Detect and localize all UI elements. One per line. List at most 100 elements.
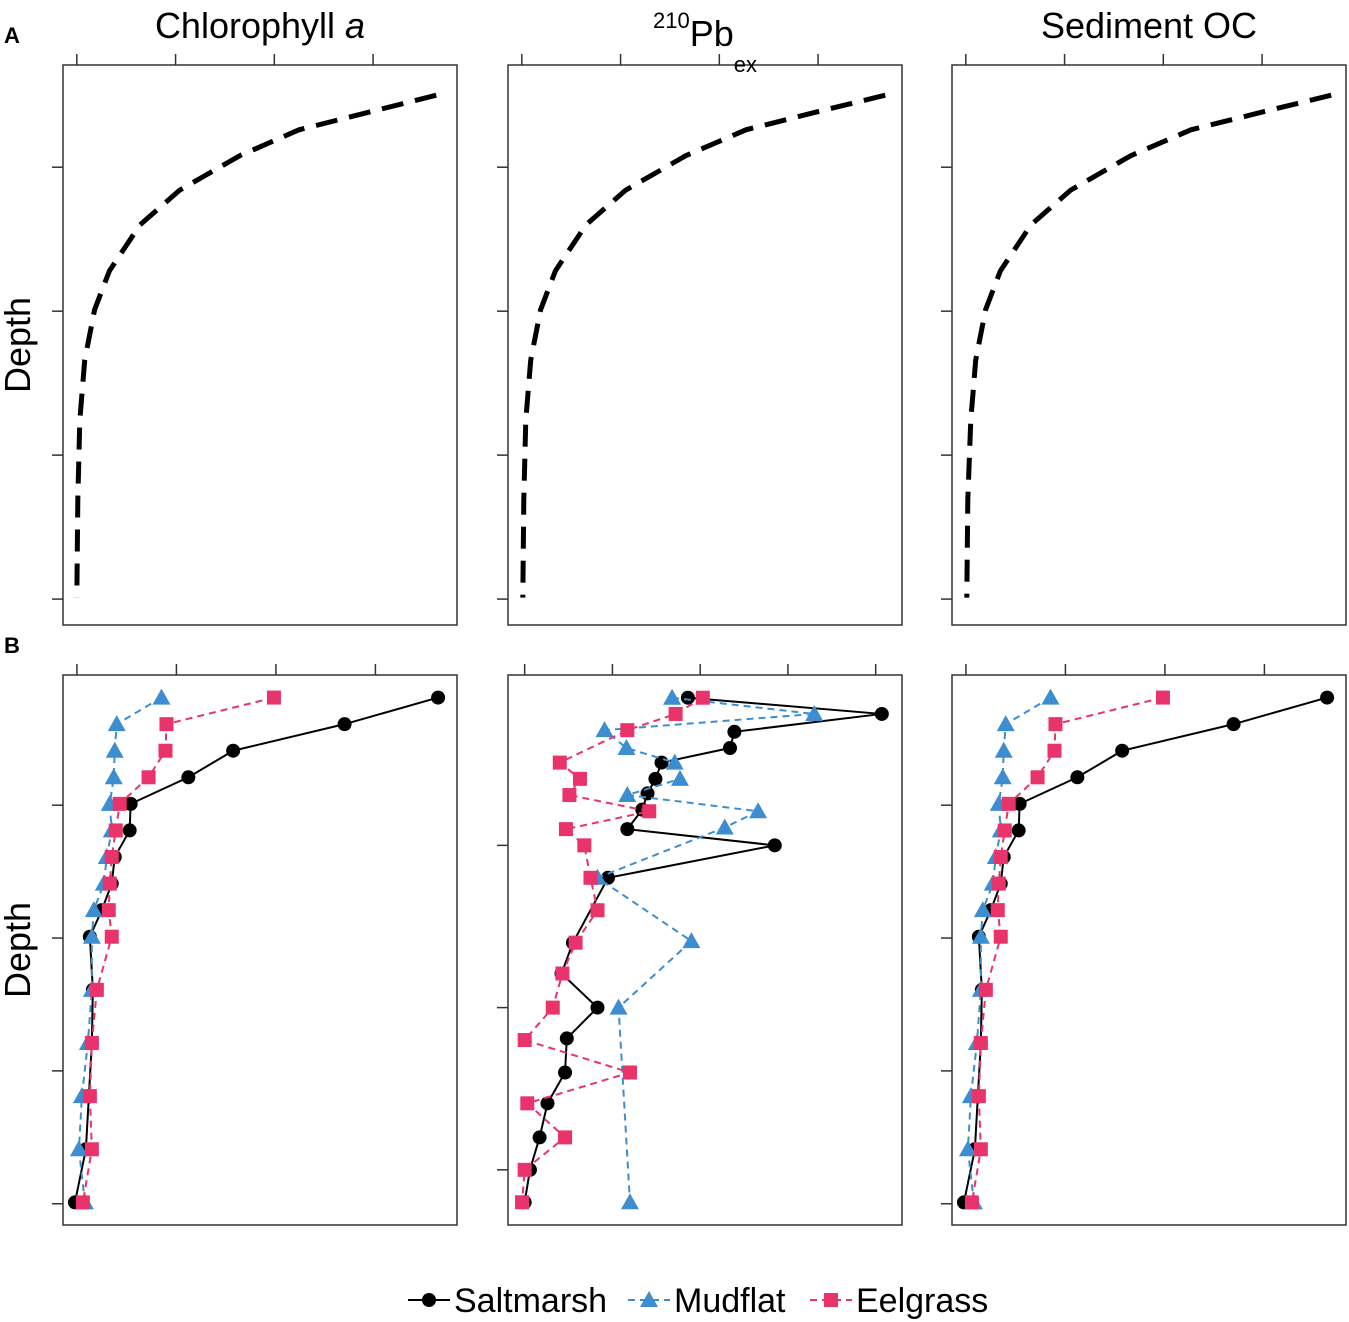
marker bbox=[82, 927, 101, 944]
marker bbox=[993, 768, 1012, 785]
marker bbox=[590, 1000, 605, 1015]
marker bbox=[642, 804, 657, 819]
marker bbox=[568, 935, 583, 950]
marker bbox=[1320, 690, 1335, 705]
marker bbox=[973, 1035, 988, 1050]
marker bbox=[617, 739, 636, 756]
marker bbox=[1115, 743, 1130, 758]
marker bbox=[1226, 717, 1241, 732]
marker bbox=[517, 1033, 532, 1048]
marker bbox=[108, 823, 123, 838]
marker bbox=[520, 1096, 535, 1111]
y-axis-label: Depth bbox=[0, 297, 38, 393]
marker bbox=[1011, 823, 1026, 838]
marker bbox=[971, 1089, 986, 1104]
marker bbox=[159, 717, 174, 732]
marker bbox=[990, 903, 1005, 918]
marker bbox=[552, 755, 567, 770]
legend-marker bbox=[824, 1293, 838, 1307]
legend-marker bbox=[640, 1291, 658, 1307]
marker bbox=[152, 688, 171, 705]
series-line bbox=[595, 696, 815, 1203]
series-line bbox=[964, 92, 1332, 598]
marker bbox=[158, 743, 173, 758]
marker bbox=[620, 1193, 639, 1210]
marker bbox=[75, 1195, 90, 1210]
marker bbox=[997, 823, 1012, 838]
marker bbox=[618, 786, 637, 803]
marker bbox=[723, 741, 738, 756]
marker bbox=[973, 901, 992, 918]
plot-frame bbox=[62, 674, 458, 1226]
legend-label: Saltmarsh bbox=[454, 1282, 607, 1320]
marker bbox=[572, 771, 587, 786]
marker bbox=[1155, 690, 1170, 705]
series-line bbox=[77, 696, 163, 1203]
marker bbox=[767, 838, 782, 853]
marker bbox=[69, 1140, 88, 1157]
series-line bbox=[74, 92, 437, 598]
series-line bbox=[520, 92, 886, 598]
marker bbox=[583, 870, 598, 885]
panel-title: Sediment OC bbox=[1041, 5, 1257, 46]
marker bbox=[993, 850, 1008, 865]
marker bbox=[431, 690, 446, 705]
marker bbox=[562, 788, 577, 803]
plot-frame bbox=[951, 64, 1347, 626]
panel-title: 210Pbex bbox=[653, 8, 757, 77]
series-line bbox=[73, 696, 439, 1203]
marker bbox=[577, 838, 592, 853]
marker bbox=[964, 1195, 979, 1210]
marker bbox=[532, 1130, 547, 1145]
marker bbox=[515, 1195, 530, 1210]
legend-label: Mudflat bbox=[674, 1282, 786, 1320]
marker bbox=[648, 771, 663, 786]
series-line bbox=[962, 696, 1328, 1203]
marker bbox=[727, 724, 742, 739]
marker bbox=[107, 715, 126, 732]
plot-frame bbox=[951, 674, 1347, 1226]
marker bbox=[105, 741, 124, 758]
title-part: Chlorophyll bbox=[155, 5, 345, 46]
marker bbox=[1047, 743, 1062, 758]
legend-marker bbox=[422, 1293, 436, 1307]
marker bbox=[1070, 770, 1085, 785]
marker bbox=[555, 966, 570, 981]
marker bbox=[663, 688, 682, 705]
marker bbox=[695, 690, 710, 705]
marker bbox=[558, 1130, 573, 1145]
marker bbox=[559, 1031, 574, 1046]
plot-frame bbox=[507, 674, 903, 1226]
plot-frame bbox=[62, 64, 458, 626]
marker bbox=[1012, 796, 1027, 811]
marker bbox=[558, 1065, 573, 1080]
y-axis-label: Depth bbox=[0, 902, 38, 998]
marker bbox=[558, 822, 573, 837]
title-part: Sediment OC bbox=[1041, 5, 1257, 46]
marker bbox=[620, 723, 635, 738]
marker bbox=[141, 770, 156, 785]
marker bbox=[337, 717, 352, 732]
marker bbox=[1001, 796, 1016, 811]
marker bbox=[994, 741, 1013, 758]
marker bbox=[595, 721, 614, 738]
marker bbox=[104, 768, 123, 785]
marker bbox=[874, 706, 889, 721]
marker bbox=[181, 770, 196, 785]
marker bbox=[590, 903, 605, 918]
marker bbox=[609, 998, 628, 1015]
marker bbox=[84, 901, 103, 918]
marker bbox=[82, 1089, 97, 1104]
panel-label: B bbox=[4, 633, 20, 658]
marker bbox=[991, 876, 1006, 891]
marker bbox=[84, 1142, 99, 1157]
marker bbox=[680, 690, 695, 705]
marker bbox=[749, 802, 768, 819]
title-part: 210 bbox=[653, 8, 690, 33]
marker bbox=[993, 929, 1008, 944]
marker bbox=[104, 850, 119, 865]
marker bbox=[102, 876, 117, 891]
marker bbox=[971, 927, 990, 944]
marker bbox=[682, 932, 701, 949]
